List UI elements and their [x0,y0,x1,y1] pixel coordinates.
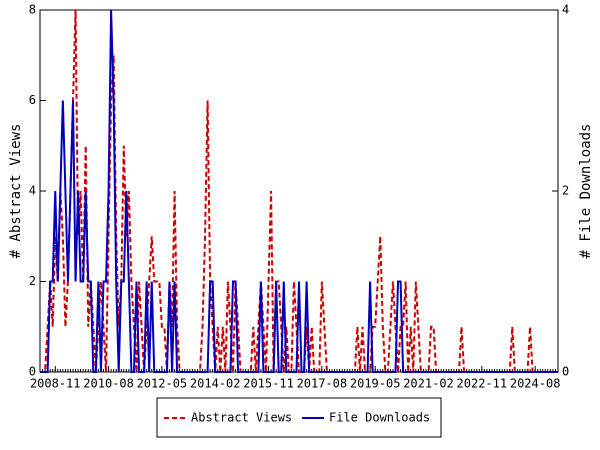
x-tick-label: 2010-08 [83,377,134,391]
x-tick-label: 2022-11 [457,377,508,391]
y-tick-label: 4 [29,184,36,198]
x-tick-label: 2019-05 [350,377,401,391]
y-axis-label: # Abstract Views [8,124,24,259]
y2-tick-label: 0 [562,365,569,379]
legend [156,397,442,438]
y-tick-label: 8 [29,3,36,17]
x-tick-label: 2024-08 [510,377,561,391]
y2-tick-label: 2 [562,184,569,198]
series-line [40,9,558,373]
x-tick-label: 2014-02 [190,377,241,391]
x-tick-label: 2012-05 [137,377,188,391]
x-tick-label: 2015-11 [243,377,294,391]
x-tick-label: 2017-08 [297,377,348,391]
x-tick-label: 2021-02 [403,377,454,391]
legend-label: File Downloads [329,411,430,425]
y2-tick-label: 4 [562,3,569,17]
y-tick-label: 2 [29,274,36,288]
y-tick-label: 0 [29,365,36,379]
y-tick-label: 6 [29,93,36,107]
legend-label: Abstract Views [191,411,292,425]
x-tick-label: 2008-11 [30,377,81,391]
y2-axis-label: # File Downloads [578,124,594,259]
